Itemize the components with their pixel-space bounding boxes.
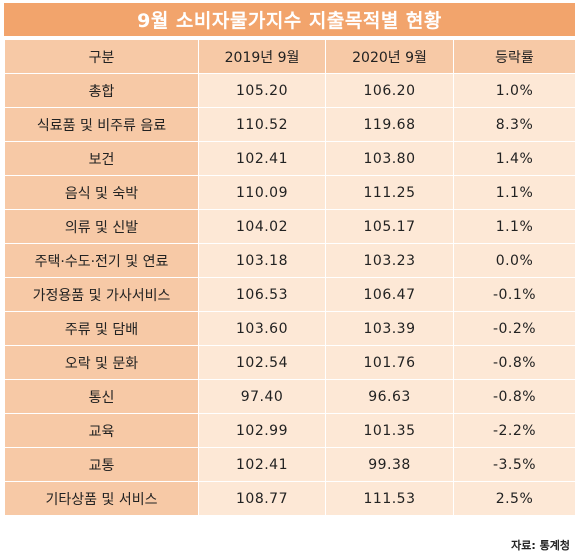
table-row: 주택·수도·전기 및 연료 103.18 103.23 0.0% [4, 243, 576, 278]
row-2019-value: 102.41 [198, 447, 326, 482]
table-body: 총합 105.20 106.20 1.0% 식료품 및 비주류 음료 110.52 119.… [4, 73, 576, 516]
row-2019-value: 103.18 [198, 243, 326, 278]
row-change-value: -2.2% [453, 413, 576, 448]
row-change-value: 2.5% [453, 481, 576, 516]
row-category: 의류 및 신발 [4, 209, 199, 244]
row-change-value: 1.1% [453, 175, 576, 210]
row-2020-value: 106.47 [325, 277, 454, 312]
row-2020-value: 103.23 [325, 243, 454, 278]
header-change: 등락률 [453, 39, 576, 74]
header-row: 구분 2019년 9월 2020년 9월 등락률 [4, 39, 576, 74]
table-row: 기타상품 및 서비스 108.77 111.53 2.5% [4, 481, 576, 516]
row-change-value: -3.5% [453, 447, 576, 482]
row-2019-value: 104.02 [198, 209, 326, 244]
table-row: 주류 및 담배 103.60 103.39 -0.2% [4, 311, 576, 346]
cpi-table: 구분 2019년 9월 2020년 9월 등락률 총합 105.20 106.20 1… [4, 39, 576, 516]
row-change-value: -0.8% [453, 379, 576, 414]
row-category: 교육 [4, 413, 199, 448]
row-category: 가정용품 및 가사서비스 [4, 277, 199, 312]
row-2019-value: 110.52 [198, 107, 326, 142]
header-category: 구분 [4, 39, 199, 74]
table-row: 가정용품 및 가사서비스 106.53 106.47 -0.1% [4, 277, 576, 312]
row-2019-value: 105.20 [198, 73, 326, 108]
table-row: 의류 및 신발 104.02 105.17 1.1% [4, 209, 576, 244]
row-2020-value: 101.76 [325, 345, 454, 380]
row-category: 음식 및 숙박 [4, 175, 199, 210]
row-category: 오락 및 문화 [4, 345, 199, 380]
row-change-value: -0.1% [453, 277, 576, 312]
row-2020-value: 103.39 [325, 311, 454, 346]
table-row: 음식 및 숙박 110.09 111.25 1.1% [4, 175, 576, 210]
row-2020-value: 101.35 [325, 413, 454, 448]
table-row: 총합 105.20 106.20 1.0% [4, 73, 576, 108]
row-2020-value: 119.68 [325, 107, 454, 142]
row-category: 주류 및 담배 [4, 311, 199, 346]
row-category: 총합 [4, 73, 199, 108]
row-2019-value: 106.53 [198, 277, 326, 312]
table-row: 오락 및 문화 102.54 101.76 -0.8% [4, 345, 576, 380]
table-row: 교통 102.41 99.38 -3.5% [4, 447, 576, 482]
row-2019-value: 102.99 [198, 413, 326, 448]
row-2020-value: 106.20 [325, 73, 454, 108]
row-change-value: -0.2% [453, 311, 576, 346]
row-category: 기타상품 및 서비스 [4, 481, 199, 516]
table-title: 9월 소비자물가지수 지출목적별 현황 [4, 3, 575, 36]
row-category: 통신 [4, 379, 199, 414]
row-2020-value: 111.25 [325, 175, 454, 210]
row-change-value: 0.0% [453, 243, 576, 278]
row-2020-value: 105.17 [325, 209, 454, 244]
table-row: 보건 102.41 103.80 1.4% [4, 141, 576, 176]
header-2019: 2019년 9월 [198, 39, 326, 74]
row-2019-value: 97.40 [198, 379, 326, 414]
table-row: 식료품 및 비주류 음료 110.52 119.68 8.3% [4, 107, 576, 142]
row-2019-value: 103.60 [198, 311, 326, 346]
table-row: 통신 97.40 96.63 -0.8% [4, 379, 576, 414]
row-2020-value: 99.38 [325, 447, 454, 482]
row-2019-value: 102.41 [198, 141, 326, 176]
row-change-value: 1.0% [453, 73, 576, 108]
row-2019-value: 110.09 [198, 175, 326, 210]
row-change-value: -0.8% [453, 345, 576, 380]
row-category: 교통 [4, 447, 199, 482]
row-2020-value: 96.63 [325, 379, 454, 414]
row-2020-value: 103.80 [325, 141, 454, 176]
row-change-value: 1.4% [453, 141, 576, 176]
row-change-value: 1.1% [453, 209, 576, 244]
row-2019-value: 102.54 [198, 345, 326, 380]
table-row: 교육 102.99 101.35 -2.2% [4, 413, 576, 448]
row-2020-value: 111.53 [325, 481, 454, 516]
header-2020: 2020년 9월 [325, 39, 454, 74]
row-category: 주택·수도·전기 및 연료 [4, 243, 199, 278]
row-category: 식료품 및 비주류 음료 [4, 107, 199, 142]
source-note: 자료: 통계청 [511, 539, 570, 552]
row-2019-value: 108.77 [198, 481, 326, 516]
row-category: 보건 [4, 141, 199, 176]
row-change-value: 8.3% [453, 107, 576, 142]
